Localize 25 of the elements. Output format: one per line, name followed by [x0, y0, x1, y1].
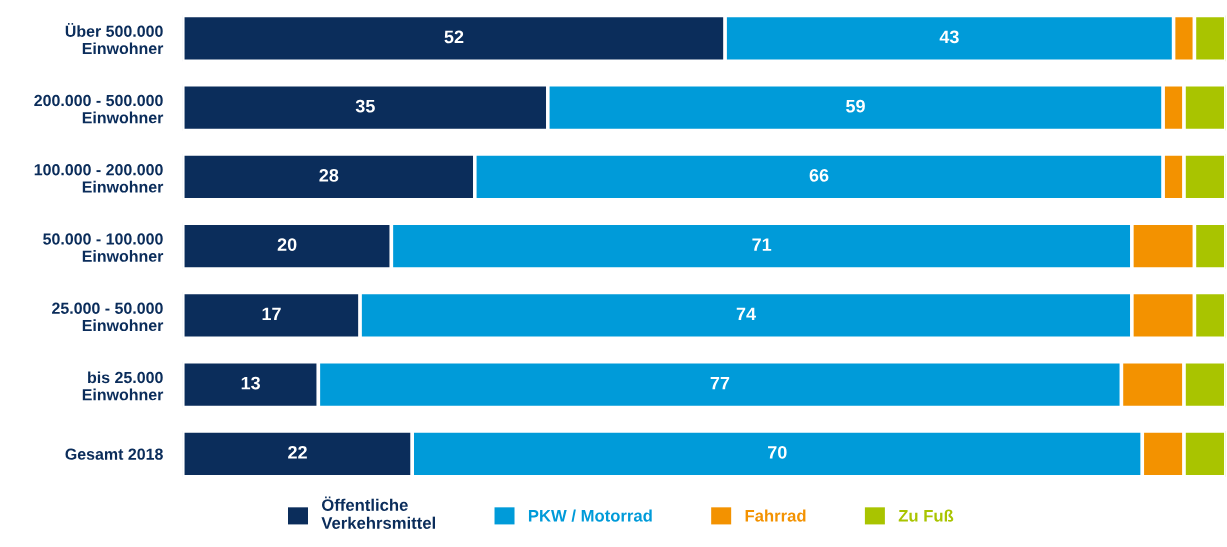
data-label: 22 [288, 445, 307, 459]
y-tick-label: 200.000 - 500.000 Einwohner [34, 94, 164, 124]
data-label: 71 [752, 238, 772, 251]
y-tick-label: bis 25.000 Einwohner [82, 371, 164, 401]
y-tick-label: Über 500.000 Einwohner [65, 23, 164, 55]
data-label: 52 [444, 30, 464, 44]
data-label: 74 [736, 307, 756, 321]
legend-label: Zu Fuß [898, 509, 954, 522]
y-tick-label: 25.000 - 50.000 Einwohner [52, 302, 164, 332]
y-tick-label: 100.000 - 200.000 Einwohner [34, 164, 164, 193]
data-label: 20 [277, 238, 297, 251]
data-label: 17 [262, 307, 281, 321]
legend-label: Fahrrad [745, 509, 806, 522]
data-label: 66 [809, 168, 829, 182]
data-label: 13 [241, 376, 260, 390]
legend-label: Öffentliche Verkehrsmittel [321, 496, 436, 529]
data-label: 77 [710, 376, 730, 390]
data-label: 59 [846, 99, 865, 113]
data-label: 35 [355, 99, 375, 113]
data-label: 43 [939, 30, 959, 44]
y-tick-label: Gesamt 2018 [65, 448, 163, 460]
legend-label: PKW / Motorrad [528, 509, 652, 522]
y-tick-label: 50.000 - 100.000 Einwohner [43, 233, 164, 262]
data-label: 28 [319, 168, 339, 182]
data-label: 70 [768, 445, 787, 459]
